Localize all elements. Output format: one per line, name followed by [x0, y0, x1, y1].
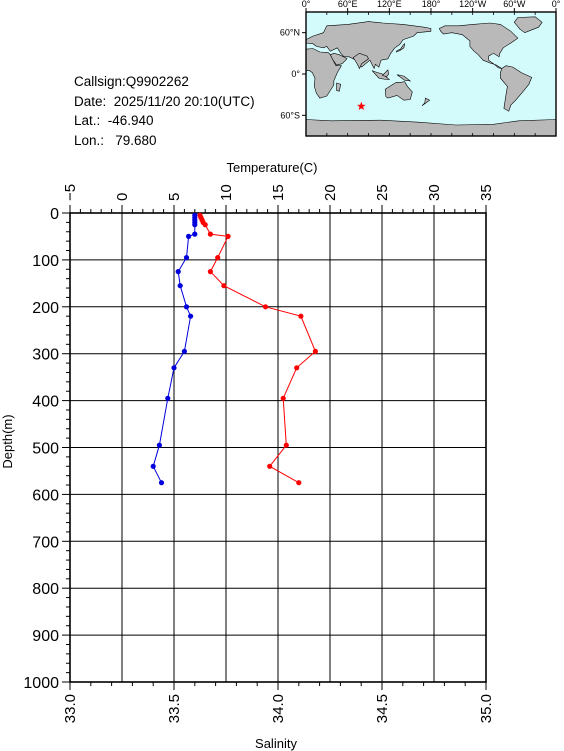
temperature-data-point — [267, 463, 273, 469]
depth-tick-label: 0 — [50, 206, 59, 223]
callsign-label: Callsign:Q9902262 — [74, 74, 189, 89]
salinity-tick-label: 33.0 — [62, 694, 79, 723]
map-lon-label: 180° — [422, 0, 441, 9]
temperature-data-point — [207, 231, 213, 237]
japan-shape — [395, 42, 406, 53]
station-info: Callsign:Q9902262 Date: 2025/11/20 20:10… — [74, 72, 255, 150]
map-lat-label: 60°S — [280, 110, 300, 120]
temperature-data-point — [221, 283, 227, 289]
temperature-data-point — [283, 442, 289, 448]
salinity-tick-label: 34.5 — [374, 694, 391, 723]
salinity-data-point — [192, 222, 198, 228]
arabia-shape — [329, 52, 348, 66]
temperature-data-point — [202, 222, 208, 228]
temperature-data-point — [225, 233, 231, 239]
depth-tick-label: 1000 — [23, 675, 59, 692]
map-lon-label: 0° — [552, 0, 561, 9]
map-lat-label: 0° — [291, 69, 300, 79]
depth-tick-label: 200 — [32, 300, 59, 317]
south-america-shape — [500, 65, 533, 112]
map-lat-label: 60°N — [280, 28, 300, 38]
salinity-data-point — [183, 255, 190, 261]
new-zealand-shape — [421, 97, 431, 106]
madagascar-shape — [336, 82, 342, 92]
temp-tick-label: 35 — [478, 184, 495, 201]
temperature-data-point — [207, 269, 213, 275]
salinity-data-point — [177, 283, 183, 289]
temperature-axis-title: Temperature(C) — [226, 160, 317, 175]
depth-axis-title: Depth(m) — [0, 414, 15, 468]
depth-tick-label: 700 — [32, 534, 59, 551]
salinity-data-point — [171, 365, 177, 371]
salinity-axis-title: Salinity — [255, 736, 297, 751]
salinity-tick-label: 33.5 — [166, 694, 183, 723]
temperature-data-point — [296, 480, 302, 486]
temperature-data-point — [262, 304, 269, 310]
india-shape — [352, 52, 369, 70]
salinity-data-point — [181, 348, 187, 354]
borneo-shape — [381, 69, 389, 78]
lat-label: Lat.: -46.940 — [74, 113, 154, 128]
map-lon-label: 120°E — [377, 0, 402, 9]
salinity-data-point — [183, 304, 190, 310]
north-america-shape — [438, 22, 519, 69]
salinity-data-point — [165, 395, 171, 401]
lon-label: Lon.: 79.680 — [74, 132, 157, 148]
map-lon-label: 0° — [302, 0, 311, 9]
salinity-data-point — [186, 233, 192, 239]
temperature-data-point — [312, 348, 318, 354]
salinity-tick-label: 35.0 — [478, 694, 495, 723]
depth-tick-label: 300 — [32, 347, 59, 364]
greenland-shape — [513, 16, 543, 34]
africa-shape — [305, 48, 342, 99]
temperature-data-point — [215, 255, 221, 261]
world-map: 0° 60°E 120°E 180° 120°W 60°W 0° 60°N 0° 60°S — [280, 0, 561, 137]
map-lon-label: 60°E — [338, 0, 358, 9]
map-lon-label: 60°W — [503, 0, 526, 9]
eurasia-shape — [305, 21, 432, 70]
temp-tick-label: −5 — [62, 184, 79, 201]
temp-tick-label: 5 — [166, 193, 183, 201]
temp-tick-label: 0 — [114, 193, 131, 201]
salinity-data-point — [150, 463, 156, 469]
station-marker — [357, 101, 366, 110]
temperature-data-point — [294, 365, 300, 371]
new-guinea-shape — [396, 74, 412, 82]
map-lon-label: 120°W — [459, 0, 487, 9]
salinity-data-point — [156, 442, 162, 448]
australia-shape — [384, 81, 413, 101]
temp-tick-label: 10 — [218, 184, 235, 201]
temp-tick-label: 15 — [270, 184, 287, 201]
salinity-data-point — [158, 480, 165, 486]
temp-tick-label: 25 — [374, 184, 391, 201]
date-label: Date: 2025/11/20 20:10(UTC) — [74, 93, 255, 109]
salinity-data-point — [188, 313, 194, 319]
depth-tick-label: 100 — [32, 253, 59, 270]
depth-tick-label: 900 — [32, 628, 59, 645]
indonesia-shape — [371, 70, 391, 80]
temp-tick-label: 30 — [426, 184, 443, 201]
depth-tick-label: 400 — [32, 394, 59, 411]
depth-tick-label: 500 — [32, 441, 59, 458]
temperature-data-point — [280, 395, 286, 401]
temperature-data-point — [298, 313, 304, 319]
depth-tick-label: 800 — [32, 581, 59, 598]
temp-tick-label: 20 — [322, 184, 339, 201]
salinity-tick-label: 34.0 — [270, 694, 287, 723]
salinity-data-point — [192, 231, 198, 237]
salinity-data-point — [175, 269, 181, 275]
depth-tick-label: 600 — [32, 487, 59, 504]
